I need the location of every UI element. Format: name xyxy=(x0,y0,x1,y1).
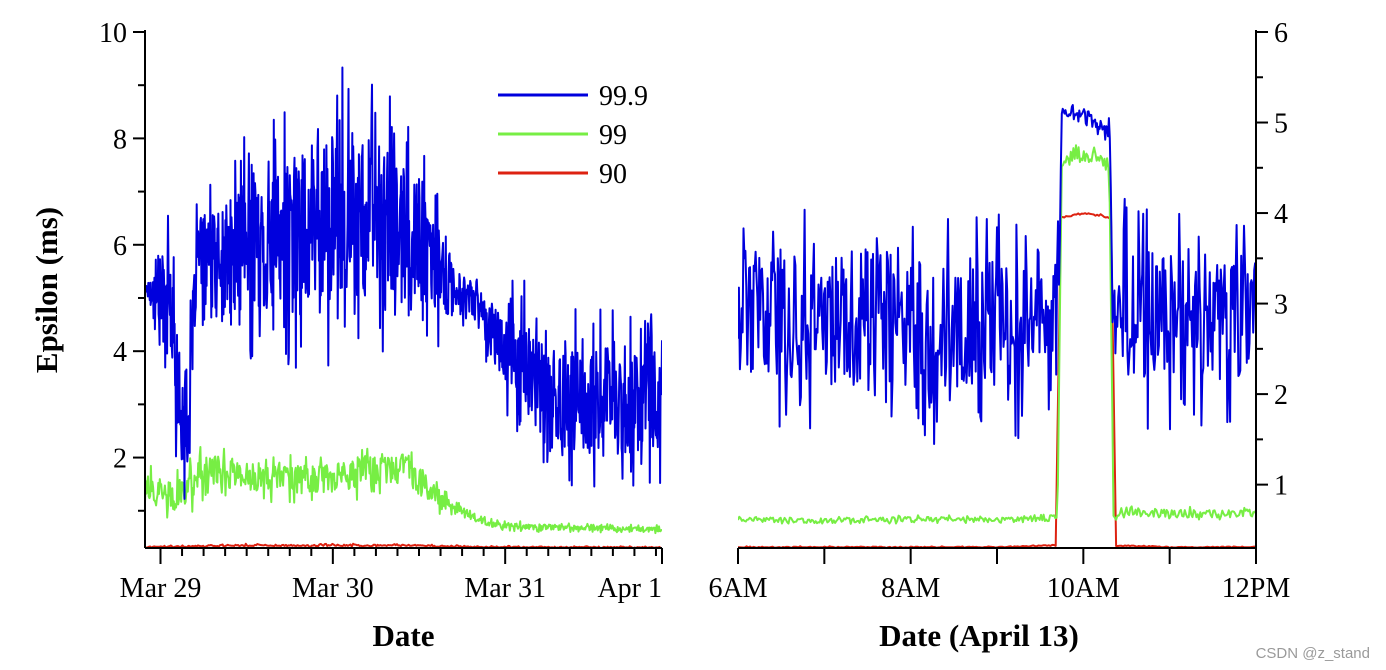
y-tick-label-left-2: 6 xyxy=(113,231,127,262)
y-tick-label-right-4: 5 xyxy=(1274,109,1288,140)
x-tick-label-right-0: 6AM xyxy=(708,573,767,604)
x-tick-label-right-2: 10AM xyxy=(1047,573,1120,604)
y-tick-label-right-1: 2 xyxy=(1274,380,1288,411)
series-line-left-99 xyxy=(145,446,662,535)
x-tick-label-left-1: Mar 30 xyxy=(292,573,374,604)
series-group-right xyxy=(738,104,1256,548)
legend-label-99-9: 99.9 xyxy=(599,81,648,112)
y-tick-label-left-3: 8 xyxy=(113,124,127,155)
y-tick-label-right-3: 4 xyxy=(1274,199,1288,230)
series-line-right-99-9 xyxy=(738,104,1256,445)
x-tick-label-left-3: Apr 1 xyxy=(597,573,662,604)
y-tick-label-right-0: 1 xyxy=(1274,471,1288,502)
series-line-left-99-9 xyxy=(145,66,662,500)
x-axis-title-right: Date (April 13) xyxy=(879,618,1079,653)
x-tick-label-right-3: 12PM xyxy=(1222,573,1291,604)
watermark: CSDN @z_stand xyxy=(1255,645,1370,662)
y-tick-label-right-5: 6 xyxy=(1274,18,1288,49)
series-line-right-99 xyxy=(738,144,1256,525)
x-axis-title-left: Date xyxy=(373,618,435,653)
y-tick-label-left-1: 4 xyxy=(113,337,127,368)
x-tick-label-right-1: 8AM xyxy=(881,573,940,604)
x-tick-label-left-2: Mar 31 xyxy=(464,573,546,604)
legend: 99.9 99 90 xyxy=(498,81,648,190)
series-group-left xyxy=(145,66,662,548)
panel-left: 2 4 6 8 10 Mar 29 Mar 30 Mar 31 Apr 1 Date Epsilon… xyxy=(29,18,663,653)
y-tick-label-left-0: 2 xyxy=(113,444,127,475)
panel-right: 1 2 3 4 5 6 6AM 8AM 10AM 12PM Date (April 13) xyxy=(708,18,1290,653)
legend-label-99: 99 xyxy=(599,120,627,151)
y-tick-label-right-2: 3 xyxy=(1274,290,1288,321)
legend-label-90: 90 xyxy=(599,159,627,190)
y-tick-label-left-4: 10 xyxy=(99,18,127,49)
x-tick-label-left-0: Mar 29 xyxy=(120,573,202,604)
y-axis-title-left: Epsilon (ms) xyxy=(29,207,64,373)
